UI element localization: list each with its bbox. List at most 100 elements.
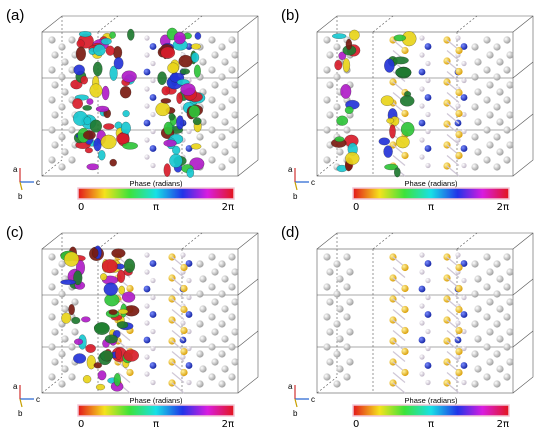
graphite-atom	[68, 373, 76, 381]
graphite-atom	[323, 156, 331, 164]
orbital-lobe	[384, 58, 395, 73]
orbital-lobe	[155, 102, 171, 117]
colorbar-tick-label: π	[153, 202, 159, 213]
orbital-lobe	[340, 84, 352, 99]
graphite-atom	[326, 81, 334, 89]
graphite-atom	[503, 126, 511, 134]
graphite-atom	[221, 275, 229, 283]
graphite-atom	[483, 283, 491, 291]
hydrogen-atom	[144, 371, 150, 377]
orbital-lobe	[100, 134, 117, 150]
axis-c-label: c	[311, 395, 315, 404]
orbital-lobe	[180, 83, 196, 96]
graphite-atom	[61, 148, 69, 156]
orbital-lobe	[338, 51, 347, 60]
graphite-atom	[486, 328, 494, 336]
orbital-lobe	[86, 163, 99, 171]
metal-atom-blue	[460, 145, 468, 152]
graphite-atom	[506, 328, 514, 336]
graphite-atom	[48, 373, 56, 381]
metal-atom-blue	[424, 260, 432, 267]
graphite-atom	[48, 283, 56, 291]
hydrogen-atom	[144, 154, 150, 160]
graphite-atom	[506, 51, 514, 59]
orbital-lobe	[86, 98, 94, 105]
orbital-lobe	[105, 45, 115, 56]
hydrogen-atom	[144, 52, 150, 58]
hydrogen-atom	[180, 354, 186, 360]
graphite-atom	[483, 343, 491, 351]
graphite-atom	[506, 111, 514, 119]
sulfur-atom	[455, 67, 463, 76]
orbital-lobe	[115, 348, 122, 360]
graphite-atom	[68, 66, 76, 74]
graphite-atom	[196, 350, 204, 358]
sulfur-atom	[455, 109, 463, 118]
metal-atom-blue	[460, 43, 468, 50]
hydrogen-atom	[150, 162, 156, 169]
bond	[446, 50, 460, 61]
sulfur-atom	[401, 347, 409, 356]
orbital-lobe	[192, 117, 202, 126]
graphite-atom	[51, 268, 59, 276]
graphite-atom	[218, 43, 226, 51]
metal-atom-blue	[185, 362, 193, 369]
bond	[392, 351, 406, 362]
orbital-lobe	[93, 138, 102, 152]
colorbar-title: Phase (radians)	[405, 396, 458, 405]
orbital-lobe	[332, 33, 347, 39]
graphite-atom	[496, 335, 504, 343]
graphite-atom	[199, 275, 207, 283]
colorbar-tick-label: 2π	[222, 202, 234, 213]
orbital-lobe	[399, 95, 415, 107]
graphite-atom	[493, 103, 501, 111]
axis-c-label: c	[36, 395, 40, 404]
colorbar-gradient	[77, 187, 235, 200]
metal-atom-blue	[418, 285, 426, 293]
axis-a-label: a	[13, 382, 18, 391]
orbital-lobe	[76, 39, 85, 48]
hydrogen-atom	[144, 35, 150, 41]
colorbar-tick-label: 2π	[497, 202, 509, 213]
graphite-atom	[471, 73, 479, 81]
graphite-atom	[196, 260, 204, 268]
graphite-atom	[58, 103, 66, 111]
orbital-lobe	[169, 153, 183, 168]
colorbar-tick-label: 0	[78, 202, 84, 213]
graphite-atom	[211, 111, 219, 119]
orbital-lobe	[349, 29, 360, 41]
orbital-lobe	[384, 163, 399, 171]
hydrogen-atom	[461, 60, 467, 67]
hydrogen-atom	[425, 379, 431, 386]
hydrogen-atom	[419, 137, 425, 143]
graphite-atom	[228, 343, 236, 351]
orbital-lobe	[109, 31, 116, 39]
sulfur-atom	[180, 347, 188, 356]
bond	[446, 372, 460, 383]
graphite-atom	[486, 81, 494, 89]
orbital-lobe	[161, 86, 171, 96]
graphite-atom	[474, 275, 482, 283]
hydrogen-atom	[455, 320, 461, 326]
graphite-atom	[343, 313, 351, 321]
orbital-lobe	[386, 117, 395, 124]
graphite-atom	[218, 290, 226, 298]
metal-atom-blue	[143, 119, 151, 127]
panel-d: (d) a c b Phase (radians) 0 π 2π	[281, 224, 534, 430]
sulfur-atom	[180, 284, 188, 293]
orbital-lobe	[101, 85, 110, 101]
graphite-atom	[343, 283, 351, 291]
hydrogen-atom	[186, 128, 192, 135]
graphite-atom	[208, 373, 216, 381]
graphite-atom	[48, 36, 56, 44]
metal-atom-blue	[149, 43, 157, 50]
graphite-atom	[493, 73, 501, 81]
graphite-atom	[333, 73, 341, 81]
colorbar-gradient	[352, 187, 510, 200]
orbital-lobe	[93, 362, 102, 369]
graphite-atom	[506, 298, 514, 306]
bond	[446, 309, 460, 320]
axis-b-label: b	[293, 192, 298, 201]
graphite-atom	[196, 320, 204, 328]
hydrogen-atom	[144, 103, 150, 109]
